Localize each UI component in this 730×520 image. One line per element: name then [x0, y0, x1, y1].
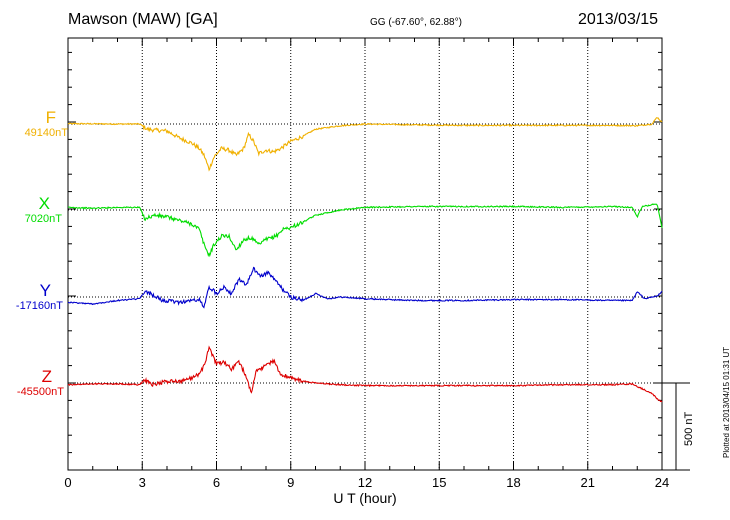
x-tick-label: 21	[581, 475, 595, 490]
component-letter: X	[38, 194, 50, 213]
geographic-coordinates: GG (-67.60°, 62.88°)	[370, 17, 462, 28]
series-line-x	[67, 203, 663, 258]
component-label-x: X 7020nT	[2, 194, 62, 226]
plot-date: 2013/03/15	[578, 11, 659, 28]
traces	[67, 117, 663, 403]
baseline-value: 7020nT	[24, 213, 62, 225]
component-letter: Z	[41, 367, 52, 386]
x-tick-label: 0	[64, 475, 71, 490]
x-tick-label: 12	[358, 475, 372, 490]
scale-bar-label: 500 nT	[683, 411, 695, 446]
component-letter: F	[45, 108, 56, 127]
station-title: Mawson (MAW) [GA]	[68, 11, 218, 28]
x-tick-label: 3	[139, 475, 146, 490]
x-tick-labels: 0 3 6 9 12 15 18 21 24	[64, 475, 669, 490]
x-axis-label: U T (hour)	[333, 490, 396, 506]
axis-ticks	[67, 38, 663, 471]
x-tick-label: 9	[287, 475, 294, 490]
component-label-z: Z -45500nT	[4, 367, 64, 399]
plotted-timestamp: Plotted at 2013/04/15 01:31 UT	[722, 346, 730, 458]
x-tick-label: 6	[213, 475, 220, 490]
series-line-z	[67, 345, 663, 403]
scale-bar: 500 nT	[662, 382, 695, 471]
component-label-f: F 49140nT	[8, 108, 68, 140]
series-line-f	[67, 117, 663, 172]
baseline-value: 49140nT	[24, 127, 68, 139]
x-tick-label: 24	[655, 475, 669, 490]
x-tick-label: 18	[506, 475, 520, 490]
baseline-value: -45500nT	[16, 386, 64, 398]
component-label-y: Y -17160nT	[3, 281, 63, 313]
component-letter: Y	[39, 281, 51, 300]
series-line-y	[67, 266, 663, 309]
gridlines	[141, 38, 589, 470]
baseline-value: -17160nT	[15, 300, 63, 312]
x-tick-label: 15	[432, 475, 446, 490]
